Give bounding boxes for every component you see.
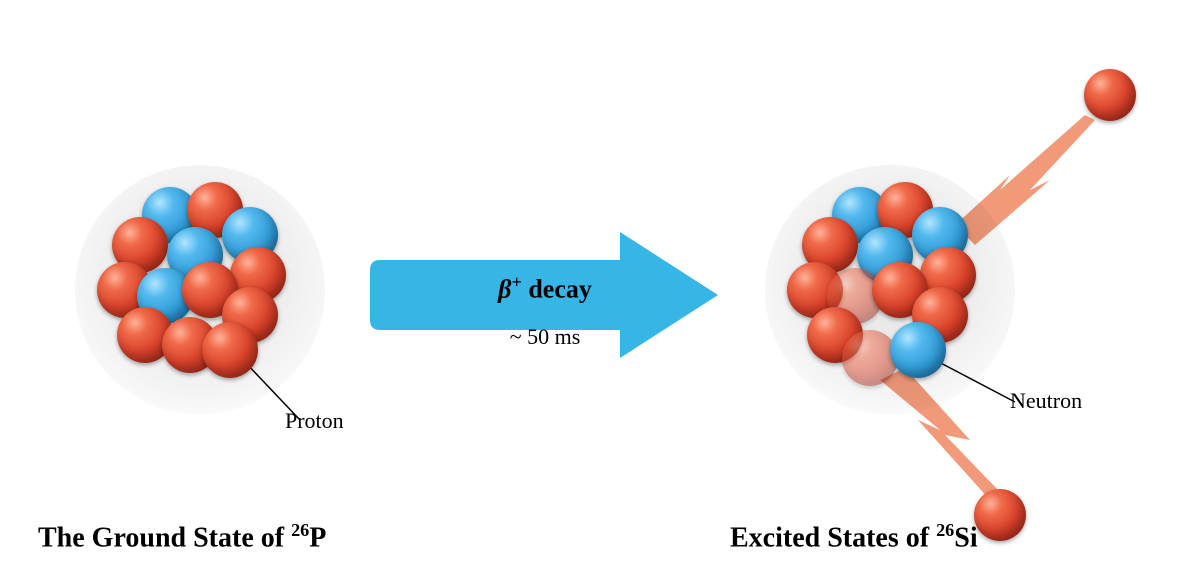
proton-ball bbox=[842, 330, 898, 386]
diagram-stage: Proton β+ decay ~ 50 ms Neutron The Grou… bbox=[0, 0, 1199, 582]
proton-ball bbox=[202, 322, 258, 378]
neutron-ball bbox=[890, 322, 946, 378]
emitted-proton-top bbox=[1084, 69, 1136, 121]
emitted-proton-bottom bbox=[974, 489, 1026, 541]
right-caption: Excited States of 26Si bbox=[730, 520, 978, 554]
left-caption: The Ground State of 26P bbox=[38, 520, 326, 554]
neutron-label: Neutron bbox=[1010, 388, 1082, 414]
